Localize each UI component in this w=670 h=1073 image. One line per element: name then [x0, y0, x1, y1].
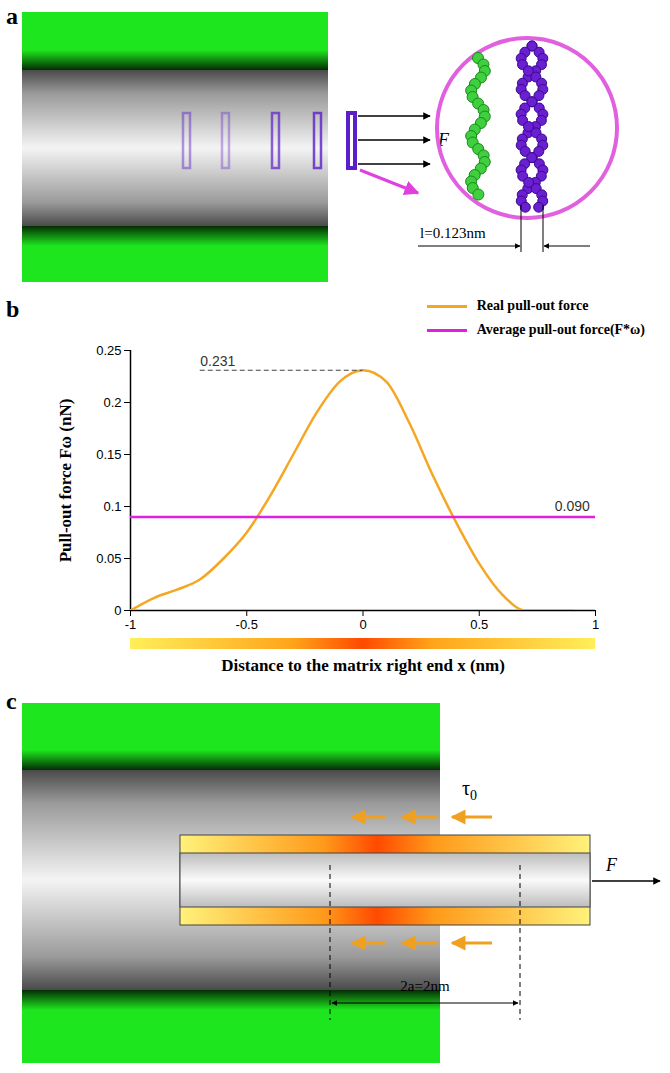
- svg-text:F: F: [438, 130, 449, 150]
- svg-text:0.05: 0.05: [96, 551, 121, 566]
- svg-text:0.15: 0.15: [96, 447, 121, 462]
- svg-text:0: 0: [359, 617, 366, 632]
- svg-text:l=0.123nm: l=0.123nm: [420, 225, 486, 241]
- svg-text:Distance to the matrix right e: Distance to the matrix right end x (nm): [221, 656, 505, 675]
- svg-text:Pull-out force Fω (nN): Pull-out force Fω (nN): [56, 399, 75, 563]
- svg-text:0.2: 0.2: [103, 395, 121, 410]
- html-text:b: b: [6, 296, 20, 322]
- svg-text:0.1: 0.1: [103, 499, 121, 514]
- svg-text:1: 1: [592, 617, 599, 632]
- svg-text:0.25: 0.25: [96, 343, 121, 358]
- html-text:Average pull-out force(F*ω): Average pull-out force(F*ω): [476, 322, 645, 337]
- svg-text:τ0: τ0: [462, 777, 477, 803]
- html-text:Real pull-out force: Real pull-out force: [476, 298, 589, 313]
- svg-text:-0.5: -0.5: [236, 617, 258, 632]
- svg-text:0: 0: [114, 603, 121, 618]
- svg-text:0.090: 0.090: [555, 498, 590, 514]
- svg-text:2a=2nm: 2a=2nm: [400, 978, 450, 994]
- svg-text:0.231: 0.231: [200, 353, 235, 369]
- svg-text:c: c: [6, 688, 17, 714]
- svg-text:a: a: [6, 3, 18, 29]
- svg-text:0.5: 0.5: [470, 617, 488, 632]
- svg-text:-1: -1: [125, 617, 137, 632]
- svg-text:F: F: [605, 855, 618, 875]
